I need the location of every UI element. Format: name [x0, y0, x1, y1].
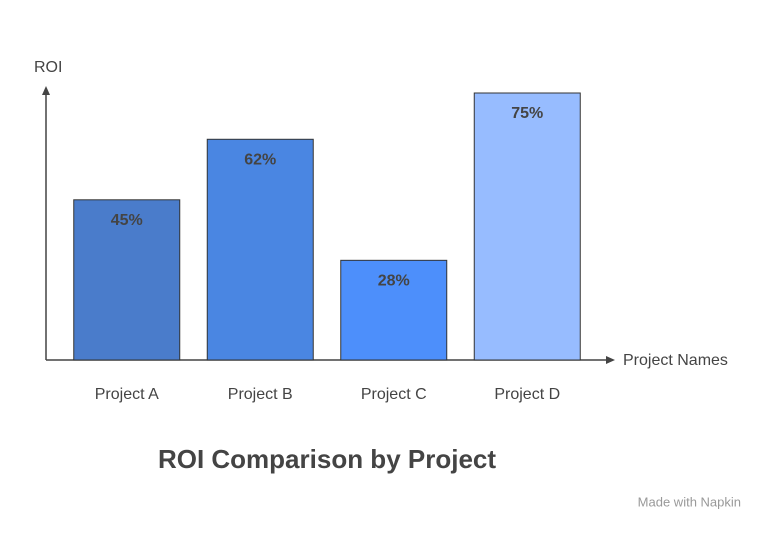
value-label: 45%: [111, 212, 143, 229]
x-tick-label: Project B: [228, 386, 293, 403]
x-axis-arrow: [606, 356, 615, 364]
bar: [473, 92, 581, 361]
bar: [340, 259, 448, 361]
chart-title: ROI Comparison by Project: [158, 444, 496, 474]
x-tick-label: Project C: [361, 386, 427, 403]
x-tick-label: Project A: [95, 386, 159, 403]
x-axis-label: Project Names: [623, 352, 728, 369]
bar: [73, 199, 181, 361]
value-label: 62%: [244, 151, 276, 168]
x-tick-label: Project D: [494, 386, 560, 403]
bar: [206, 138, 314, 361]
y-axis-arrow: [42, 86, 50, 95]
watermark: Made with Napkin: [638, 494, 741, 509]
value-label: 75%: [511, 105, 543, 122]
value-label: 28%: [378, 273, 410, 290]
y-axis-label: ROI: [34, 59, 62, 76]
